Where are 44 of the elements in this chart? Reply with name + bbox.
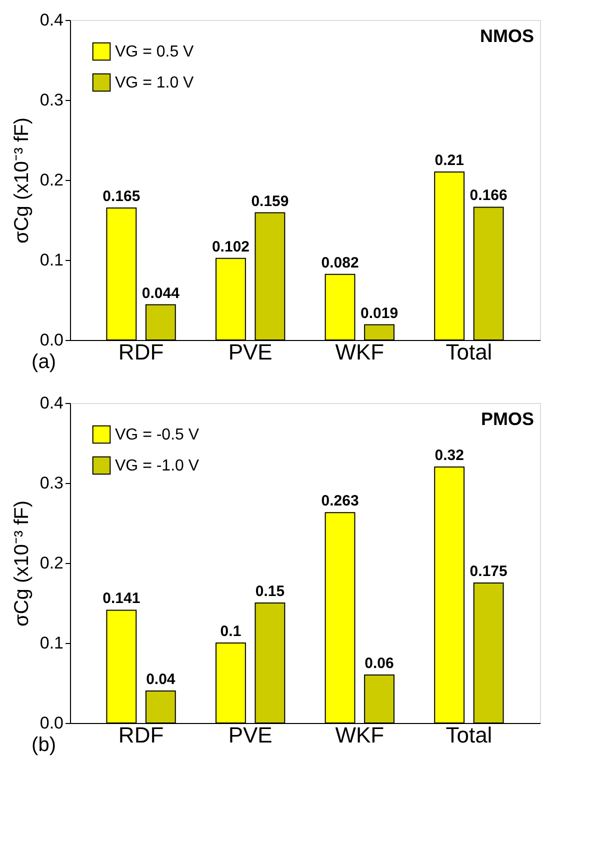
x-tick-label: PVE	[228, 722, 272, 748]
annotation: PMOS	[480, 409, 534, 429]
x-tick-label: Total	[446, 340, 492, 364]
y-tick-label: 0.4	[40, 10, 64, 30]
data-label: 0.159	[251, 192, 289, 210]
y-axis-title: σCg (x10⁻³ fF)	[10, 500, 33, 627]
data-label: 0.263	[321, 492, 359, 510]
data-label: 0.06	[364, 655, 394, 672]
data-label: 0.21	[434, 152, 464, 169]
text: (b)	[32, 734, 56, 756]
legend-label: VG = 1.0 V	[115, 74, 194, 92]
y-tick-label: 0.1	[40, 634, 64, 652]
data-label: 0.32	[434, 447, 464, 464]
data-label: 0.102	[212, 238, 250, 256]
data-label: 0.04	[146, 671, 176, 688]
legend-label: VG = -0.5 V	[115, 426, 200, 444]
text: (a)	[32, 351, 56, 373]
x-tick-label: WKF	[335, 722, 384, 748]
x-tick-label: RDF	[118, 722, 164, 748]
y-tick-label: 0.1	[40, 250, 64, 270]
annotation: NMOS	[480, 26, 534, 46]
data-label: 0.082	[321, 254, 359, 272]
x-tick-label: RDF	[118, 340, 164, 364]
y-tick-label: 0.3	[40, 90, 64, 110]
y-tick-label: 0.3	[40, 474, 64, 492]
y-tick-label: 0.0	[40, 714, 64, 732]
data-label: 0.166	[470, 187, 508, 204]
x-tick-label: PVE	[228, 340, 272, 364]
legend-label: VG = 0.5 V	[115, 44, 194, 60]
data-label: 0.1	[220, 623, 242, 640]
data-label: 0.044	[142, 284, 180, 302]
y-tick-label: 0.0	[40, 330, 64, 350]
y-tick-label: 0.4	[40, 394, 64, 412]
y-axis-title: σCg (x10⁻³ fF)	[10, 117, 33, 244]
data-label: 0.15	[255, 583, 285, 600]
y-tick-label: 0.2	[40, 554, 64, 572]
legend-label: VG = -1.0 V	[115, 458, 200, 474]
x-tick-label: WKF	[335, 340, 384, 364]
x-tick-label: Total	[446, 722, 492, 748]
data-label: 0.175	[470, 563, 508, 580]
data-label: 0.165	[102, 188, 140, 205]
data-label: 0.019	[360, 304, 398, 322]
data-label: 0.141	[102, 590, 140, 608]
y-tick-label: 0.2	[40, 170, 64, 190]
